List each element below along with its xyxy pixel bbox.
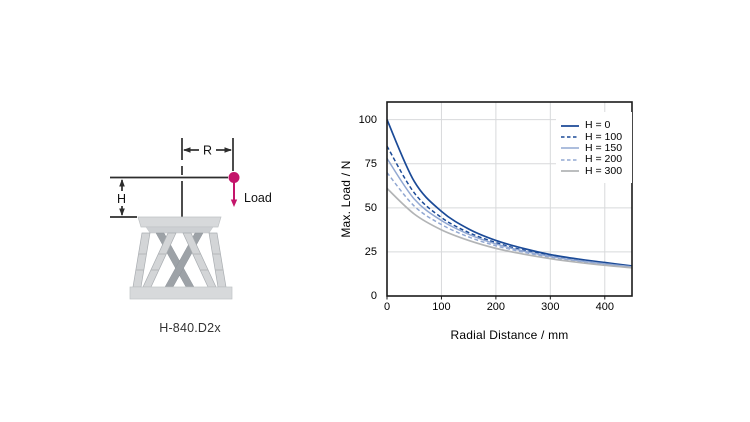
legend-label: H = 100 bbox=[585, 130, 623, 143]
load-label: Load bbox=[244, 191, 272, 205]
legend-label: H = 300 bbox=[585, 164, 623, 177]
legend-row: H = 150 bbox=[561, 141, 632, 154]
bottom-platform bbox=[129, 286, 233, 300]
y-tick-label: 50 bbox=[364, 201, 377, 214]
x-tick-label: 0 bbox=[383, 301, 391, 313]
legend-label: H = 0 bbox=[585, 119, 611, 132]
dimension-arrowheads bbox=[119, 147, 232, 216]
hexapod-diagram: R H Load bbox=[110, 138, 272, 300]
legend-label: H = 150 bbox=[585, 141, 623, 154]
plot-area bbox=[386, 101, 633, 300]
curve-H=200 bbox=[386, 172, 633, 268]
h-dimension-label: H bbox=[117, 192, 126, 206]
legend-row: H = 200 bbox=[561, 154, 632, 165]
model-caption: H-840.D2x bbox=[159, 321, 221, 335]
legend-line-sample bbox=[561, 124, 579, 127]
x-ticks bbox=[386, 296, 606, 300]
legend-line-sample bbox=[561, 147, 579, 150]
y-axis-title: Max. Load / N bbox=[339, 160, 353, 238]
hexapod-body bbox=[129, 216, 233, 300]
load-point-icon bbox=[228, 172, 240, 183]
y-tick-label: 75 bbox=[364, 157, 377, 170]
h-arrow-up-icon bbox=[119, 179, 125, 187]
legend-line-sample bbox=[561, 159, 579, 161]
top-platform bbox=[137, 216, 222, 228]
r-arrow-right-icon bbox=[224, 147, 232, 153]
curve-H=0 bbox=[386, 119, 633, 267]
plot-frame bbox=[386, 101, 633, 297]
legend-label: H = 200 bbox=[585, 153, 623, 166]
front-struts bbox=[132, 232, 227, 288]
strut-joints bbox=[135, 253, 224, 271]
y-tick-label: 100 bbox=[358, 113, 377, 126]
legend-line-sample bbox=[561, 170, 579, 173]
x-tick-label: 300 bbox=[541, 301, 560, 313]
x-tick-label: 200 bbox=[486, 301, 506, 313]
legend-row: H = 0 bbox=[561, 120, 632, 131]
legend-row: H = 300 bbox=[561, 164, 632, 177]
x-tick-label: 100 bbox=[432, 301, 451, 313]
h-label-backing bbox=[114, 191, 129, 206]
legend-row: H = 100 bbox=[561, 131, 632, 142]
load-arrow-head-icon bbox=[230, 199, 238, 207]
x-tick-label: 400 bbox=[595, 301, 614, 313]
x-axis-title: Radial Distance / mm bbox=[450, 328, 569, 342]
y-tick-label: 0 bbox=[370, 290, 377, 302]
r-dimension-label: R bbox=[203, 144, 212, 158]
curve-H=300 bbox=[386, 187, 633, 269]
h-arrow-down-icon bbox=[119, 208, 125, 216]
y-tick-label: 25 bbox=[364, 245, 377, 258]
r-arrow-left-icon bbox=[183, 147, 191, 153]
legend-line-sample bbox=[561, 136, 579, 138]
load-chart: Max. Load / N Radial Distance / mm 0 100 2… bbox=[339, 101, 633, 342]
r-label-backing bbox=[200, 143, 215, 157]
curve-H=100 bbox=[386, 145, 633, 268]
top-platform-lip bbox=[145, 226, 214, 234]
